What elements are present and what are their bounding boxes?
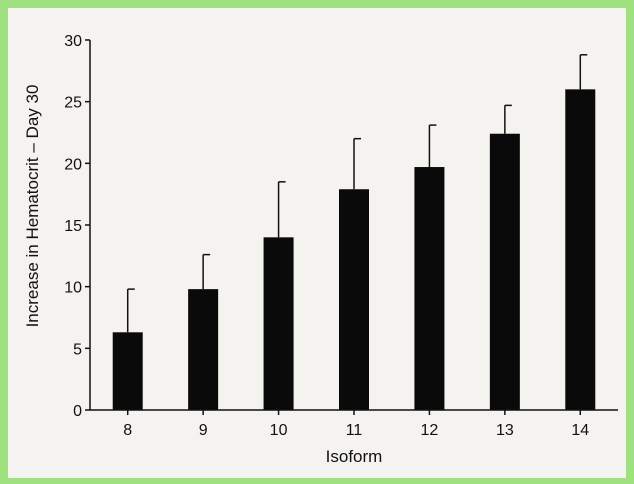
bar: [263, 237, 294, 410]
y-axis-label: Increase in Hematocrit – Day 30: [23, 85, 42, 328]
bar: [112, 332, 143, 410]
y-tick-label: 0: [73, 403, 82, 420]
bar-chart: 0 5 10 15 20 25 30 8 9 10 11 12 13 14 Isoform Increa…: [23, 33, 618, 466]
y-tick-label: 30: [64, 33, 82, 50]
x-tick-label: 8: [123, 422, 132, 439]
x-tick-label: 12: [421, 422, 439, 439]
y-tick-label: 10: [64, 280, 82, 297]
y-tick-label: 15: [64, 218, 82, 235]
x-tick-label: 13: [496, 422, 514, 439]
bar: [188, 289, 219, 410]
x-tick-label: 9: [199, 422, 208, 439]
x-axis-label: Isoform: [326, 447, 383, 466]
bar: [565, 89, 596, 410]
bar: [339, 189, 369, 410]
y-tick-label: 5: [73, 341, 82, 358]
y-tick-label: 20: [64, 156, 82, 173]
bar: [489, 133, 520, 410]
x-tick-label: 14: [571, 422, 589, 439]
x-tick-label: 11: [346, 422, 363, 439]
x-tick-label: 10: [270, 422, 288, 439]
bar: [414, 167, 445, 410]
chart-frame: 0 5 10 15 20 25 30 8 9 10 11 12 13 14 Isoform Increa…: [8, 8, 626, 478]
y-tick-label: 25: [64, 95, 82, 112]
